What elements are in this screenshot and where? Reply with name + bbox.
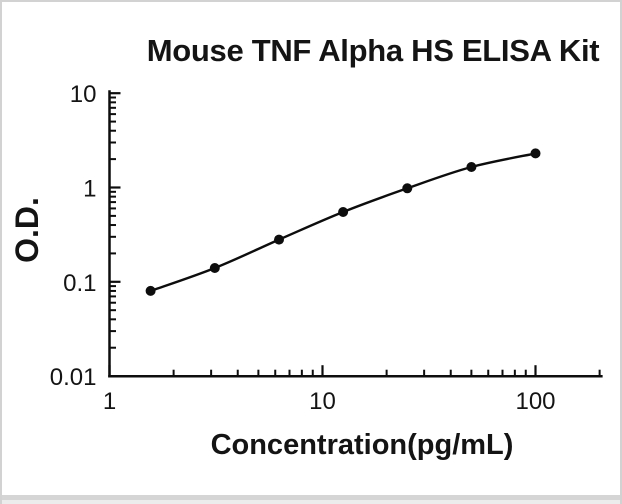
data-point-marker	[145, 285, 156, 296]
data-point-marker	[402, 183, 413, 194]
frame-bottom-edge	[2, 495, 620, 504]
x-tick-label: 100	[515, 388, 555, 415]
x-tick-label: 1	[103, 388, 116, 415]
y-tick-label: 1	[83, 176, 96, 203]
standard-curve-line	[150, 152, 536, 293]
x-axis-title: Concentration(pg/mL)	[210, 429, 514, 461]
y-tick-label: 0.1	[63, 270, 96, 297]
y-tick-label: 0.01	[50, 364, 97, 391]
chart-title: Mouse TNF Alpha HS ELISA Kit	[146, 33, 600, 68]
x-tick-label: 10	[309, 388, 336, 415]
data-point-marker	[466, 162, 477, 172]
data-point-marker	[530, 148, 541, 159]
y-tick-label: 10	[70, 81, 97, 108]
data-point-marker	[274, 234, 284, 245]
data-point-marker	[209, 263, 220, 273]
data-point-marker	[338, 207, 349, 217]
y-axis-title: O.D.	[9, 197, 45, 263]
